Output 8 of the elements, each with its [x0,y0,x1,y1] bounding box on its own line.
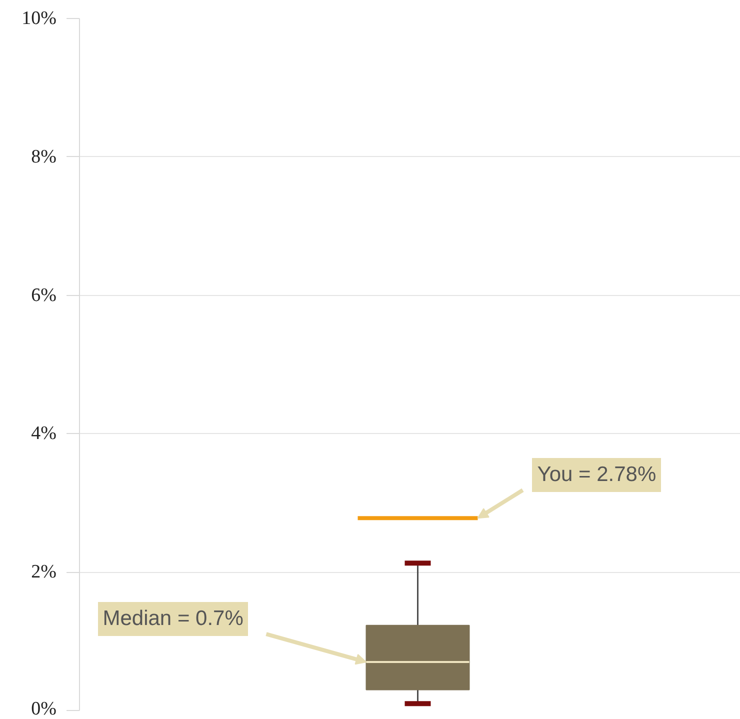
y-tick-label: 0% [31,698,57,719]
annotation: Median = 0.7% [98,602,248,636]
y-tick-label: 4% [31,423,57,444]
y-tick-label: 10% [22,8,57,29]
y-tick-label: 6% [31,284,57,306]
y-tick-label: 2% [31,562,57,583]
ref-line-label: You = 2.78% [532,458,662,492]
y-tick-label: 8% [31,146,57,168]
